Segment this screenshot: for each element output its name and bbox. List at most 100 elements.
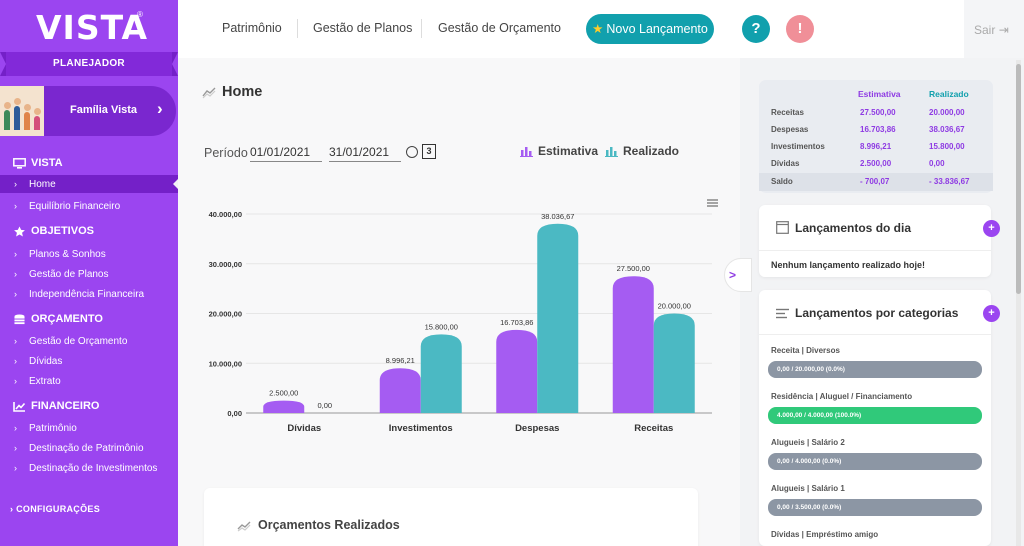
bar-realizado — [653, 313, 695, 413]
summary-rea: 15.800,00 — [929, 142, 965, 151]
sidebar-item-destinacao-patrimonio[interactable]: › Destinação de Patrimônio — [14, 443, 144, 454]
history-icon[interactable] — [406, 146, 418, 158]
avatar-head — [24, 104, 31, 111]
y-tick-label: 20.000,00 — [209, 310, 242, 319]
data-label: 2.500,00 — [269, 389, 298, 398]
card-divider — [759, 250, 991, 251]
x-tick-label: Despesas — [515, 423, 559, 434]
legend-estimativa[interactable]: Estimativa — [520, 144, 598, 158]
sidebar-item-label: Dívidas — [29, 356, 63, 367]
registered-mark: ® — [137, 10, 143, 19]
sidebar-item-patrimonio[interactable]: › Patrimônio — [14, 423, 77, 434]
family-selector[interactable]: Família Vista › — [0, 86, 176, 136]
sidebar-item-label: Patrimônio — [29, 423, 77, 434]
sidebar-item-label: Planos & Sonhos — [29, 249, 106, 260]
section-orcamento: ORÇAMENTO — [13, 313, 103, 325]
x-tick-label: Investimentos — [389, 423, 453, 434]
date-from-input[interactable] — [250, 142, 322, 162]
sidebar-item-extrato[interactable]: › Extrato — [14, 376, 61, 387]
line-chart-icon — [13, 401, 26, 412]
alert-button[interactable]: ! — [786, 15, 814, 43]
trend-icon — [237, 521, 251, 532]
topnav-patrimonio[interactable]: Patrimônio — [222, 21, 282, 35]
periodo-label: Período — [204, 146, 248, 160]
lancamentos-dia-empty: Nenhum lançamento realizado hoje! — [771, 260, 926, 270]
data-label: 20.000,00 — [658, 302, 691, 311]
summary-label: Dívidas — [771, 159, 800, 168]
sidebar-item-configuracoes[interactable]: › CONFIGURAÇÕES — [10, 504, 100, 514]
expand-panel-button[interactable]: > — [724, 258, 752, 292]
summary-est: 16.703,86 — [860, 125, 896, 134]
avatar-head — [14, 98, 21, 105]
section-title: ORÇAMENTO — [31, 313, 103, 325]
bar-estimativa — [263, 400, 305, 413]
sidebar-item-independencia-financeira[interactable]: › Independência Financeira — [14, 289, 145, 300]
category-label: Alugueis | Salário 1 — [771, 484, 845, 493]
sidebar-item-gestao-planos[interactable]: › Gestão de Planos — [14, 269, 109, 280]
section-vista: VISTA — [13, 157, 63, 169]
summary-table: Estimativa Realizado Receitas 27.500,00 20… — [759, 80, 993, 193]
sidebar-item-label: Destinação de Patrimônio — [29, 443, 144, 454]
bar-chart-icon — [520, 147, 533, 157]
category-progress-bar: 0,00 / 20.000,00 (0.0%) — [768, 361, 982, 378]
logout-icon: ⇥ — [998, 23, 1009, 37]
logout-button[interactable]: Sair ⇥ — [964, 0, 1024, 58]
logout-label: Sair — [974, 23, 996, 37]
config-label: CONFIGURAÇÕES — [16, 504, 101, 514]
sidebar-item-label: Gestão de Planos — [29, 269, 109, 280]
lancamentos-dia-title: Lançamentos do dia — [795, 221, 912, 235]
topnav-gestao-planos[interactable]: Gestão de Planos — [313, 21, 413, 35]
novo-lancamento-button[interactable]: ★ Novo Lançamento — [586, 14, 714, 44]
section-objetivos: OBJETIVOS — [13, 225, 94, 237]
trend-icon — [202, 87, 216, 99]
summary-est: - 700,07 — [860, 177, 890, 186]
section-financeiro: FINANCEIRO — [13, 400, 99, 412]
category-label: Alugueis | Salário 2 — [771, 438, 845, 447]
sidebar-item-label: Gestão de Orçamento — [29, 336, 128, 347]
summary-rea: - 33.836,67 — [929, 177, 970, 186]
help-button[interactable]: ? — [742, 15, 770, 43]
add-lancamento-categoria-button[interactable]: + — [983, 305, 1000, 322]
summary-est: 2.500,00 — [860, 159, 892, 168]
main-panel: Home Período 3 Estimativa Realizado 0,00… — [178, 58, 752, 546]
x-tick-label: Receitas — [634, 423, 673, 434]
x-tick-label: Dívidas — [287, 423, 321, 434]
data-label: 15.800,00 — [425, 322, 458, 331]
vista-logo[interactable]: VISTA ® — [36, 8, 147, 47]
lancamentos-categorias-card: Lançamentos por categorias + Receita | D… — [759, 290, 1000, 546]
summary-est: 27.500,00 — [860, 108, 896, 117]
legend-realizado[interactable]: Realizado — [605, 144, 679, 158]
sidebar-item-dividas[interactable]: › Dívidas — [14, 356, 63, 367]
summary-rea: 38.036,67 — [929, 125, 965, 134]
orcamentos-realizados-title: Orçamentos Realizados — [258, 518, 400, 532]
y-tick-label: 0,00 — [227, 409, 242, 418]
category-label: Residência | Aluguel / Financiamento — [771, 392, 913, 401]
avatar-head — [34, 108, 41, 115]
history-count[interactable]: 3 — [422, 144, 436, 159]
sidebar-item-home[interactable]: › Home — [0, 175, 178, 193]
sidebar: VISTA ® PLANEJADOR Família Vista › VISTA… — [0, 0, 178, 546]
family-name: Família Vista — [70, 104, 138, 116]
list-icon — [776, 308, 789, 319]
topnav-gestao-orcamento[interactable]: Gestão de Orçamento — [438, 21, 561, 35]
sidebar-item-equilibrio-financeiro[interactable]: › Equilíbrio Financeiro — [14, 201, 121, 212]
summary-label: Saldo — [771, 177, 793, 186]
scrollbar-thumb[interactable] — [1016, 64, 1021, 294]
section-title: OBJETIVOS — [31, 225, 94, 237]
category-progress-bar: 4.000,00 / 4.000,00 (100.0%) — [768, 407, 982, 424]
sidebar-item-gestao-orcamento[interactable]: › Gestão de Orçamento — [14, 336, 128, 347]
role-ribbon: PLANEJADOR — [0, 52, 178, 76]
sidebar-item-planos-sonhos[interactable]: › Planos & Sonhos — [14, 249, 106, 260]
bar-chart: 0,00 10.000,00 20.000,00 30.000,00 40.000,00… — [209, 199, 718, 434]
add-lancamento-dia-button[interactable]: + — [983, 220, 1000, 237]
summary-row: Dívidas 2.500,00 0,00 — [759, 155, 993, 173]
sidebar-item-destinacao-investimentos[interactable]: › Destinação de Investimentos — [14, 463, 158, 474]
sidebar-item-label: Equilíbrio Financeiro — [29, 201, 121, 212]
avatar-head — [4, 102, 11, 109]
bar-estimativa — [612, 276, 654, 413]
sidebar-item-label: Destinação de Investimentos — [29, 463, 158, 474]
date-to-input[interactable] — [329, 142, 401, 162]
role-label: PLANEJADOR — [53, 58, 125, 69]
page-scrollbar[interactable] — [1016, 60, 1021, 546]
chevron-right-icon: › — [10, 504, 17, 514]
